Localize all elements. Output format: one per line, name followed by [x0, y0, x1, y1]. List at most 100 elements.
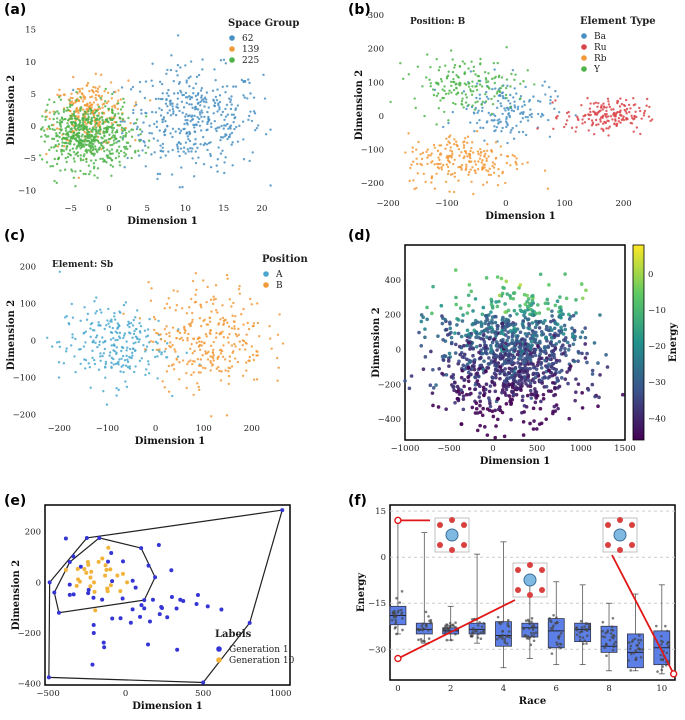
- point-62: [189, 75, 192, 78]
- point-225: [102, 140, 106, 144]
- sample-point: [637, 641, 641, 645]
- point-225: [92, 115, 95, 119]
- point: [523, 342, 528, 346]
- sample-point: [476, 636, 480, 639]
- point: [495, 397, 500, 401]
- point-Ba: [509, 93, 512, 97]
- legend-entry: 225: [242, 56, 259, 66]
- y-axis-label: Dimension 2: [371, 307, 382, 378]
- point-Ba: [503, 107, 506, 110]
- point-62: [176, 145, 179, 148]
- point: [473, 322, 477, 326]
- point-139: [101, 106, 104, 109]
- point-Ba: [499, 102, 502, 105]
- point-Ba: [499, 94, 502, 98]
- point-Y: [480, 85, 484, 88]
- point-Y: [476, 100, 479, 103]
- sample-point: [550, 652, 554, 655]
- point: [545, 365, 549, 370]
- point-62: [209, 122, 213, 125]
- point: [485, 365, 489, 370]
- point-Y: [451, 58, 454, 61]
- point: [546, 389, 551, 393]
- point-A: [132, 318, 135, 322]
- point-Ru: [592, 102, 596, 105]
- point-225: [110, 111, 114, 114]
- point-Ba: [510, 128, 513, 132]
- point-B: [201, 354, 204, 357]
- point-generation-1: [71, 592, 76, 597]
- point-generation-1: [150, 597, 155, 602]
- point-Rb: [426, 148, 429, 151]
- sample-point: [551, 626, 555, 629]
- point: [489, 310, 493, 314]
- point-62: [175, 105, 178, 109]
- point: [474, 401, 479, 406]
- point-225: [75, 128, 78, 131]
- point-225: [118, 164, 122, 167]
- point-Y: [473, 108, 477, 111]
- point-B: [252, 378, 256, 381]
- point-B: [219, 332, 223, 335]
- point-A: [104, 362, 108, 366]
- point-B: [208, 320, 212, 323]
- point: [578, 335, 583, 340]
- point-62: [211, 89, 215, 92]
- point-Ba: [504, 120, 508, 123]
- point-Rb: [468, 155, 471, 158]
- point-Y: [452, 88, 456, 92]
- point-A: [126, 324, 129, 327]
- x-tick-label: −100: [96, 424, 119, 434]
- point-A: [104, 366, 107, 369]
- point-225: [94, 135, 97, 139]
- point: [470, 322, 475, 327]
- point: [523, 302, 528, 307]
- point-225: [51, 128, 54, 131]
- point: [590, 382, 595, 387]
- point-Ba: [516, 105, 520, 109]
- point-225: [121, 129, 124, 133]
- point-Rb: [505, 161, 509, 165]
- point-62: [193, 130, 196, 133]
- point-Ba: [522, 110, 525, 114]
- point-A: [96, 345, 99, 349]
- point-Rb: [511, 154, 514, 157]
- point-Ru: [589, 113, 592, 117]
- point-62: [123, 166, 126, 169]
- point: [576, 359, 580, 363]
- point-A: [157, 319, 160, 323]
- point-225: [63, 141, 66, 145]
- point-B: [204, 350, 207, 353]
- point-Rb: [419, 162, 422, 166]
- sample-point: [665, 629, 669, 633]
- point: [520, 337, 524, 341]
- point-Y: [450, 91, 453, 94]
- x-tick-label: 0: [490, 444, 495, 454]
- point: [491, 414, 496, 419]
- point: [556, 333, 561, 338]
- point-A: [77, 348, 81, 351]
- point-A: [160, 353, 163, 356]
- point-62: [132, 122, 136, 125]
- point-225: [121, 138, 124, 141]
- point-B: [221, 304, 224, 307]
- x-tick-label: 100: [196, 424, 212, 434]
- point-225: [62, 132, 65, 136]
- point-Ru: [576, 115, 579, 119]
- point-139: [76, 109, 80, 113]
- point-225: [79, 157, 82, 160]
- point: [488, 404, 493, 409]
- point-A: [112, 336, 115, 340]
- point: [515, 312, 519, 316]
- point: [494, 340, 499, 344]
- point: [511, 296, 516, 301]
- point: [509, 357, 514, 362]
- point-225: [72, 131, 75, 135]
- point-B: [197, 388, 201, 392]
- point-A: [79, 362, 82, 365]
- neighbor-atom: [461, 542, 467, 548]
- point: [493, 368, 498, 372]
- x-axis-label: Race: [519, 696, 546, 707]
- point-Rb: [431, 160, 434, 163]
- point-A: [147, 360, 150, 363]
